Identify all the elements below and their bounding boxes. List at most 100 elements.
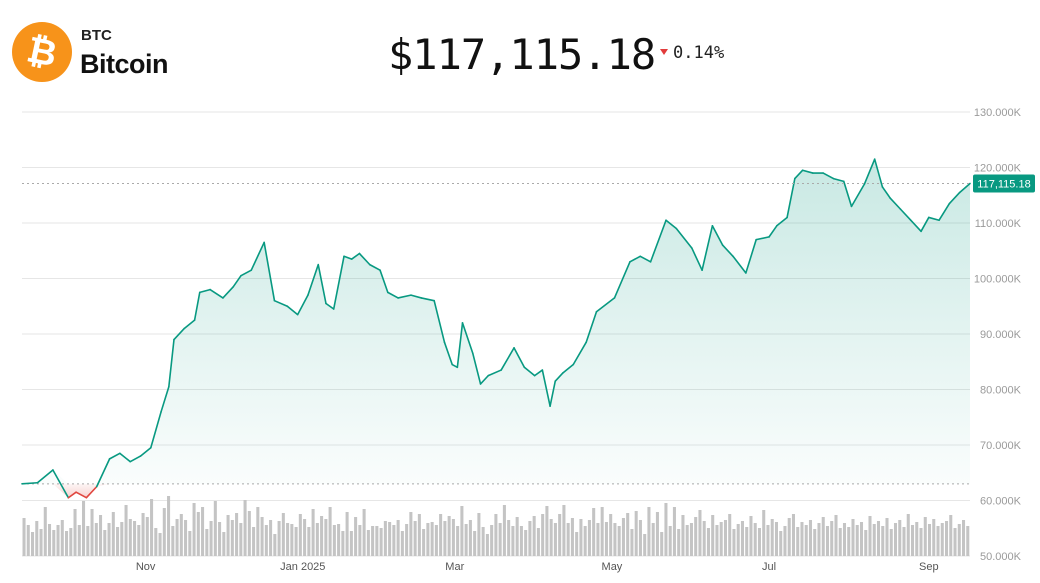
price-line-segment	[881, 186, 891, 199]
volume-bar	[507, 520, 511, 556]
volume-bar	[86, 526, 90, 556]
price-line-segment	[36, 469, 54, 484]
volume-bar	[43, 507, 47, 556]
volume-bar	[893, 523, 898, 556]
volume-bar	[825, 526, 830, 556]
last-price-badge	[973, 174, 1035, 193]
volume-bar	[396, 520, 400, 556]
area-below-baseline	[22, 483, 970, 498]
volume-bar	[587, 520, 591, 556]
volume-bar	[604, 522, 608, 556]
volume-bar	[264, 525, 268, 556]
volume-bar	[60, 520, 64, 556]
volume-bar	[532, 516, 536, 556]
y-tick-label: 110.000K	[975, 218, 1022, 230]
price-line-segment	[850, 183, 866, 208]
price-line-segment	[665, 219, 678, 230]
volume-bar	[413, 521, 417, 556]
volume-bar	[549, 519, 553, 556]
volume-bar	[779, 531, 783, 556]
volume-bar	[22, 518, 26, 556]
y-tick-label: 50.000K	[980, 551, 1022, 563]
price-line-segment	[472, 352, 482, 385]
volume-bar	[341, 531, 345, 556]
volume-bar	[842, 523, 847, 556]
volume-bar	[808, 520, 813, 556]
volume-bar	[456, 526, 460, 556]
volume-bar	[906, 514, 910, 556]
volume-bar	[545, 506, 549, 556]
volume-bar	[145, 517, 149, 556]
price-line-segment	[755, 236, 770, 241]
volume-bar	[872, 524, 876, 556]
volume-bar	[961, 520, 966, 556]
price-line-segment	[948, 191, 961, 205]
price-line-segment	[433, 299, 446, 344]
price-line-segment	[889, 197, 902, 210]
volume-bar	[273, 534, 277, 556]
price-line-segment	[461, 322, 474, 355]
price-line-segment	[209, 288, 224, 299]
price-line-segment	[533, 369, 544, 377]
price-down-arrow-icon	[660, 49, 668, 55]
price-line-segment	[938, 202, 951, 222]
volume-bar	[162, 508, 166, 556]
price-line-segment	[67, 491, 77, 499]
volume-bar	[383, 521, 387, 556]
volume-bar	[128, 519, 132, 556]
price-line-segment	[801, 169, 814, 174]
volume-bar	[120, 522, 124, 556]
volume-bar	[337, 524, 341, 556]
volume-bar	[460, 506, 464, 556]
price-line-segment	[745, 238, 757, 274]
volume-bar	[82, 501, 86, 556]
volume-bar	[672, 507, 676, 556]
volume-bar	[490, 525, 494, 556]
volume-bar	[821, 517, 825, 556]
volume-bar	[813, 529, 817, 556]
volume-bar	[711, 515, 715, 556]
volume-bar	[558, 514, 562, 556]
volume-bar	[855, 525, 859, 556]
price-line-segment	[873, 158, 884, 188]
volume-bar	[99, 515, 103, 556]
price-line-segment	[410, 294, 423, 299]
y-tick-label: 100.000K	[974, 274, 1022, 286]
price-line-segment	[139, 446, 152, 457]
volume-bar	[388, 522, 392, 556]
volume-bar	[39, 529, 43, 556]
volume-bar	[111, 512, 115, 556]
volume-bar	[35, 521, 39, 556]
volume-bar	[141, 513, 145, 556]
volume-bars	[22, 496, 970, 556]
volume-bar	[638, 520, 642, 556]
volume-bar	[77, 525, 81, 556]
volume-bar	[613, 523, 617, 556]
price-line-segment	[549, 380, 557, 407]
volume-bar	[332, 525, 336, 556]
volume-bar	[430, 522, 434, 556]
volume-bar	[915, 522, 919, 556]
price-line-segment	[443, 341, 454, 366]
volume-bar	[800, 522, 804, 556]
volume-bar	[375, 526, 379, 556]
volume-bar	[349, 531, 353, 556]
volume-bar	[256, 507, 260, 556]
price-line-segment	[958, 182, 971, 194]
volume-bar	[69, 528, 73, 556]
volume-bar	[736, 524, 740, 556]
volume-bar	[651, 523, 655, 556]
volume-bar	[668, 526, 672, 556]
volume-bar	[324, 519, 328, 556]
price-line-segment	[732, 255, 747, 274]
price-chart[interactable]: 50.000K 60.000K 70.000K 80.000K 90.000K 100.0…	[0, 100, 1040, 583]
volume-bar	[26, 525, 30, 556]
volume-bar	[817, 523, 821, 556]
volume-bar	[524, 530, 528, 556]
volume-bar	[621, 518, 625, 556]
y-tick-label: 130.000K	[974, 107, 1022, 119]
volume-bar	[643, 534, 647, 556]
volume-bar	[859, 522, 864, 556]
volume-bar	[90, 509, 94, 556]
price-line-segment	[325, 302, 335, 310]
